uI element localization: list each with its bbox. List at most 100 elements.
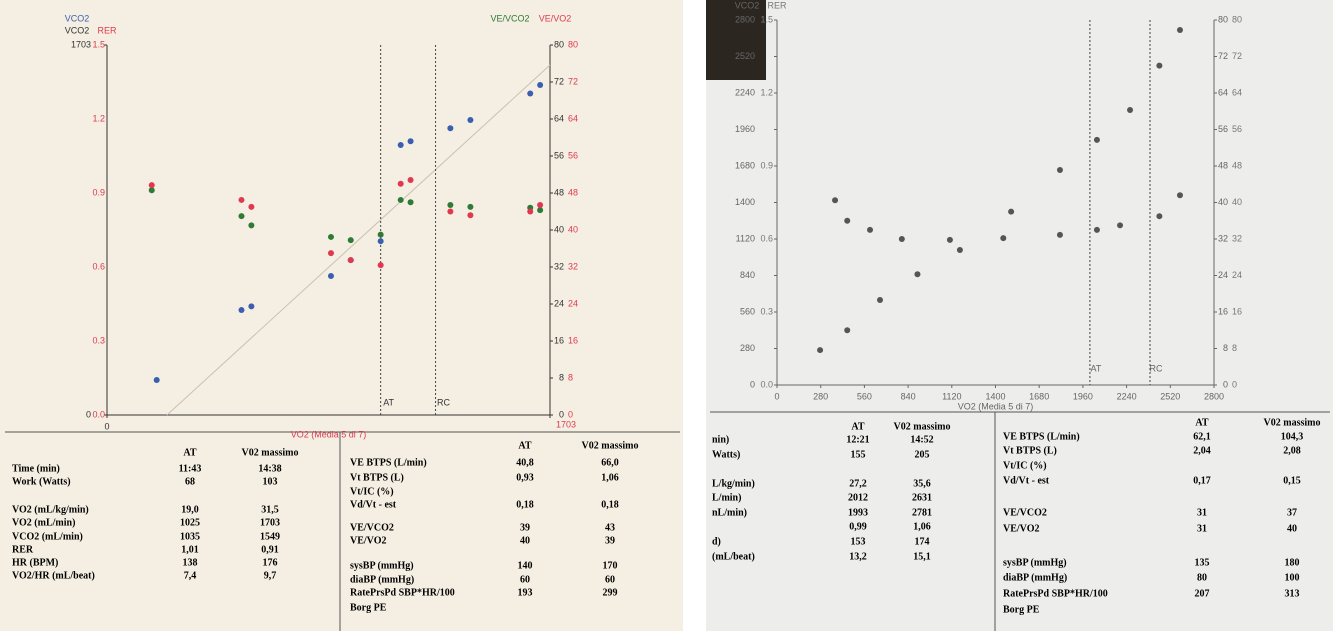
y2-tick-label: 0 bbox=[1223, 379, 1228, 389]
y2-tick-label: 56 bbox=[554, 150, 564, 160]
row-label: Borg PE bbox=[1003, 604, 1040, 615]
y2-tick-label: 16 bbox=[554, 335, 564, 345]
y2-tick-label: 64 bbox=[568, 113, 578, 123]
data-point bbox=[328, 234, 334, 240]
x-tick-label: 1960 bbox=[1073, 391, 1093, 401]
row-label: nin) bbox=[712, 434, 729, 445]
y2-tick-label: 48 bbox=[554, 187, 564, 197]
cell: 1,01 bbox=[181, 544, 199, 555]
y2-tick-label: 8 bbox=[1223, 343, 1228, 353]
cell: 62,1 bbox=[1193, 431, 1211, 442]
row-label: VE/VO2 bbox=[350, 535, 386, 546]
legend-label: VE/VCO2 bbox=[490, 13, 529, 23]
marker-label: RC bbox=[1150, 363, 1163, 373]
row-label: (mL/beat) bbox=[712, 551, 755, 562]
row-label: VO2/HR (mL/beat) bbox=[12, 570, 95, 581]
data-point bbox=[467, 117, 473, 123]
rer-tick-label: 0.6 bbox=[92, 261, 105, 271]
row-label: sysBP (mmHg) bbox=[1003, 557, 1067, 568]
data-point bbox=[844, 218, 850, 224]
rer-tick-label: 0.6 bbox=[760, 233, 773, 243]
y2-tick-label: 48 bbox=[1232, 160, 1242, 170]
cell: 39 bbox=[520, 522, 530, 533]
data-point bbox=[467, 204, 473, 210]
cell: 43 bbox=[605, 522, 615, 533]
x-tick-label: 0 bbox=[104, 421, 109, 431]
row-label: VE/VCO2 bbox=[1003, 507, 1047, 518]
data-point bbox=[1057, 167, 1063, 173]
x-axis-label: VO2 (Media 5 di 7) bbox=[291, 429, 367, 439]
y2-tick-label: 80 bbox=[1232, 14, 1242, 24]
y2-tick-label: 40 bbox=[568, 224, 578, 234]
row-label: VO2 (mL/min) bbox=[12, 517, 75, 528]
rer-tick-label: 0.3 bbox=[92, 335, 105, 345]
y2-tick-label: 32 bbox=[1218, 233, 1228, 243]
cell: 207 bbox=[1195, 588, 1210, 599]
data-point bbox=[844, 327, 850, 333]
left-sheet bbox=[0, 0, 683, 631]
row-label: diaBP (mmHg) bbox=[350, 574, 414, 585]
row-label: Time (min) bbox=[12, 463, 60, 474]
cell: 299 bbox=[603, 587, 618, 598]
cell: 0,91 bbox=[261, 544, 279, 555]
y2-tick-label: 16 bbox=[568, 335, 578, 345]
cell: 155 bbox=[851, 449, 866, 460]
row-label: Vt BTPS (L) bbox=[350, 472, 404, 483]
table-header: V02 massimo bbox=[894, 421, 951, 432]
data-point bbox=[378, 238, 384, 244]
table-header: AT bbox=[851, 421, 864, 432]
data-point bbox=[348, 257, 354, 263]
y-tick-label: 1120 bbox=[736, 233, 755, 243]
y2-tick-label: 8 bbox=[568, 372, 573, 382]
row-label: Work (Watts) bbox=[12, 476, 71, 487]
row-label: RER bbox=[12, 544, 34, 555]
data-point bbox=[238, 213, 244, 219]
marker-label: AT bbox=[1091, 363, 1102, 373]
y-tick-label: 1400 bbox=[735, 197, 755, 207]
data-point bbox=[1094, 227, 1100, 233]
data-point bbox=[348, 237, 354, 243]
legend-label: VE/VO2 bbox=[539, 13, 572, 23]
rer-tick-label: 1.2 bbox=[760, 87, 773, 97]
cell: 138 bbox=[183, 557, 198, 568]
data-point bbox=[238, 197, 244, 203]
x-tick-label: 1680 bbox=[1029, 391, 1049, 401]
data-point bbox=[398, 181, 404, 187]
row-label: VE/VCO2 bbox=[350, 522, 394, 533]
table-header: V02 massimo bbox=[1264, 417, 1321, 428]
cell: 11:43 bbox=[179, 463, 202, 474]
data-point bbox=[1156, 213, 1162, 219]
data-point bbox=[537, 82, 543, 88]
y2-tick-label: 80 bbox=[568, 39, 578, 49]
row-label: VO2 (mL/kg/min) bbox=[12, 504, 89, 515]
row-label: sysBP (mmHg) bbox=[350, 560, 414, 571]
data-point bbox=[398, 197, 404, 203]
y-axis-label: VCO2 bbox=[65, 25, 90, 35]
y2-tick-label: 64 bbox=[1218, 87, 1228, 97]
row-label: L/min) bbox=[712, 492, 741, 503]
y-tick-label: 2240 bbox=[735, 87, 755, 97]
cell: 140 bbox=[518, 560, 533, 571]
cell: 1025 bbox=[180, 517, 200, 528]
row-label: diaBP (mmHg) bbox=[1003, 572, 1067, 583]
cell: 80 bbox=[1197, 572, 1207, 583]
data-point bbox=[1000, 235, 1006, 241]
rer-axis-label: RER bbox=[767, 0, 787, 10]
data-point bbox=[248, 222, 254, 228]
cell: 27,2 bbox=[849, 478, 867, 489]
cell: 14:52 bbox=[910, 434, 933, 445]
row-label: VCO2 (mL/min) bbox=[12, 531, 83, 542]
data-point bbox=[149, 182, 155, 188]
row-label: Vt/IC (%) bbox=[1003, 460, 1047, 471]
cell: 1993 bbox=[848, 507, 868, 518]
row-label: RatePrsPd SBP*HR/100 bbox=[350, 587, 455, 598]
y-axis-label: VCO2 bbox=[735, 0, 760, 10]
rer-tick-label: 0.9 bbox=[760, 160, 773, 170]
data-point bbox=[467, 212, 473, 218]
table-header: AT bbox=[183, 447, 196, 458]
y2-tick-label: 32 bbox=[1232, 233, 1242, 243]
cell: 180 bbox=[1285, 557, 1300, 568]
cell: 104,3 bbox=[1281, 431, 1304, 442]
cell: 2012 bbox=[848, 492, 868, 503]
cell: 1703 bbox=[260, 517, 280, 528]
